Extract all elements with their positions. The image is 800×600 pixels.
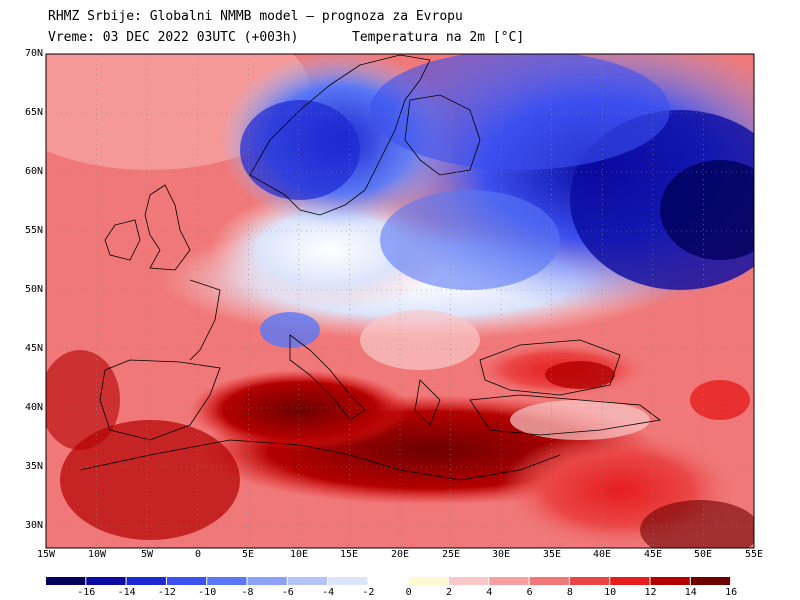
lon-label: 45E xyxy=(643,549,663,560)
colorbar-label: 12 xyxy=(644,587,657,598)
colorbar-swatch xyxy=(207,577,247,585)
colorbar-label: 16 xyxy=(725,587,738,598)
colorbar-swatch xyxy=(569,577,610,585)
lon-label: 5W xyxy=(140,549,154,560)
variable-label: Temperatura na 2m [°C] xyxy=(352,30,525,45)
lon-label: 55E xyxy=(744,549,764,560)
colorbar-label: -8 xyxy=(241,587,254,598)
map-title: RHMZ Srbije: Globalni NMMB model — progn… xyxy=(48,9,463,24)
lon-label: 35E xyxy=(542,549,562,560)
colorbar-swatch xyxy=(449,577,489,585)
lat-label: 45N xyxy=(24,343,43,354)
colorbar-label: -14 xyxy=(117,587,136,598)
colorbar-label: -12 xyxy=(157,587,176,598)
colorbar-label: 6 xyxy=(526,587,533,598)
lon-label: 0 xyxy=(194,549,202,560)
colorbar-swatch xyxy=(650,577,690,585)
colorbar-swatch xyxy=(489,577,529,585)
colorbar-label: 14 xyxy=(684,587,697,598)
forecast-time: Vreme: 03 DEC 2022 03UTC (+003h) xyxy=(48,30,299,45)
lat-label: 40N xyxy=(24,402,43,413)
colorbar-swatch xyxy=(247,577,287,585)
colorbar-label: -4 xyxy=(322,587,335,598)
colorbar-label: -2 xyxy=(362,587,375,598)
coastlines xyxy=(79,54,661,481)
colorbar-label: -16 xyxy=(77,587,96,598)
colorbar-label: 4 xyxy=(486,587,493,598)
colorbar-label: -10 xyxy=(198,587,217,598)
colorbar-swatch xyxy=(408,577,448,585)
colorbar-label: -6 xyxy=(281,587,294,598)
colorbar-swatch xyxy=(287,577,328,585)
colorbar-swatch xyxy=(86,577,126,585)
lon-label: 15W xyxy=(36,549,56,560)
lat-label: 70N xyxy=(24,48,43,59)
colorbar-swatch xyxy=(367,576,409,586)
lat-label: 55N xyxy=(24,225,43,236)
colorbar-swatch xyxy=(166,577,207,585)
colorbar xyxy=(46,576,731,586)
colorbar-swatch xyxy=(46,577,86,585)
lat-label: 50N xyxy=(24,284,43,295)
lat-label: 30N xyxy=(24,520,43,531)
lon-label: 25E xyxy=(441,549,461,560)
temperature-field xyxy=(46,54,754,548)
colorbar-label: 10 xyxy=(604,587,617,598)
map-frame xyxy=(45,53,755,549)
colorbar-swatch xyxy=(610,577,650,585)
colorbar-label: 8 xyxy=(566,587,573,598)
lon-label: 20E xyxy=(390,549,410,560)
lat-label: 35N xyxy=(24,461,43,472)
lon-label: 5E xyxy=(241,549,255,560)
colorbar-label: 0 xyxy=(405,587,412,598)
lon-label: 10W xyxy=(87,549,107,560)
colorbar-label: 2 xyxy=(445,587,453,598)
lon-label: 10E xyxy=(289,549,309,560)
colorbar-swatch xyxy=(690,577,731,585)
graticule xyxy=(46,54,754,548)
lon-label: 30E xyxy=(491,549,511,560)
lat-label: 65N xyxy=(24,107,43,118)
colorbar-swatch xyxy=(126,577,166,585)
colorbar-swatch xyxy=(529,577,569,585)
lon-label: 15E xyxy=(339,549,359,560)
lat-label: 60N xyxy=(24,166,43,177)
colorbar-swatch xyxy=(328,577,368,585)
lon-label: 40E xyxy=(592,549,612,560)
lon-label: 50E xyxy=(693,549,713,560)
